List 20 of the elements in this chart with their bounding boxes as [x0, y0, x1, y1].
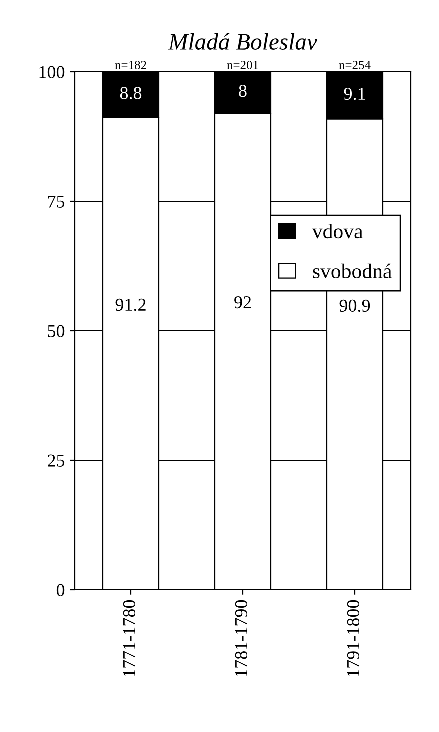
chart-title: Mladá Boleslav — [168, 33, 318, 50]
y-tick-label: 75 — [48, 196, 65, 208]
data-label: 9.1 — [344, 88, 366, 100]
x-tick-label: 1771-1780 — [123, 600, 136, 676]
y-tick-label: 0 — [56, 584, 65, 596]
y-tick-label: 50 — [48, 325, 65, 338]
annotation: n=254 — [339, 61, 371, 70]
data-label: 92 — [234, 296, 252, 309]
legend-label: vdova — [312, 224, 364, 239]
annotation: n=201 — [227, 61, 258, 70]
x-tick-label: 1791-1800 — [347, 600, 360, 676]
y-tick-label: 25 — [48, 454, 65, 467]
data-label: 91.2 — [116, 298, 146, 312]
data-label: 8.8 — [120, 87, 142, 100]
annotation: n=182 — [115, 61, 146, 70]
legend-label: svobodná — [313, 264, 392, 279]
data-label: 8 — [239, 85, 247, 98]
x-tick-label: 1781-1790 — [235, 600, 248, 676]
y-tick-label: 100 — [40, 66, 65, 78]
data-label: 90.9 — [340, 300, 370, 312]
